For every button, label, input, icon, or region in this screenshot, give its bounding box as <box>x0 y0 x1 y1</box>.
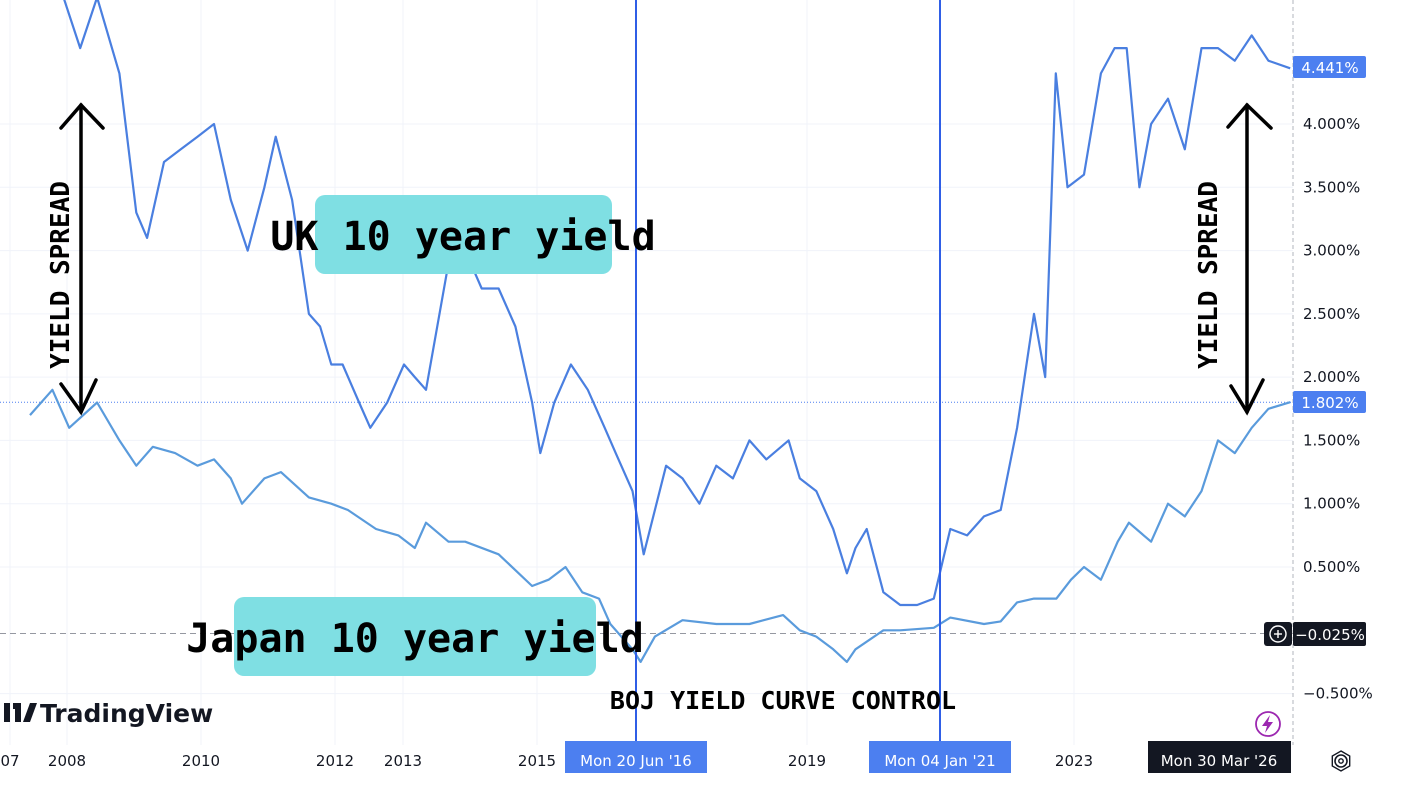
yield-spread-left-arrow <box>59 102 105 416</box>
reference-lines <box>0 401 1293 634</box>
yield-spread-right-label: YIELD SPREAD <box>1194 181 1224 369</box>
japan-yield-line <box>29 388 1291 664</box>
logo-text: TradingView <box>40 699 213 728</box>
crosshair-price-badge <box>1293 622 1366 646</box>
y-tick-label: 0.500% <box>1303 558 1360 576</box>
y-tick-label: −0.500% <box>1303 685 1373 703</box>
date-flag-1-label: Mon 20 Jun '16 <box>580 752 692 770</box>
date-flag-1 <box>565 741 707 773</box>
x-tick-label: 2012 <box>316 752 354 770</box>
crosshair-price-label: −0.025% <box>1295 626 1365 644</box>
uk-callout-text: UK 10 year yield <box>270 214 655 260</box>
japan-price-badge <box>1293 391 1366 413</box>
uk-price-label: 4.441% <box>1301 59 1358 77</box>
tradingview-logo: TradingView <box>4 699 213 728</box>
y-tick-label: 4.000% <box>1303 115 1360 133</box>
y-tick-label: 2.000% <box>1303 368 1360 386</box>
japan-callout-box <box>234 597 596 676</box>
japan-callout-text: Japan 10 year yield <box>186 616 644 662</box>
x-tick-label: 2019 <box>788 752 826 770</box>
y-axis-ticks: 4.000% 3.500% 3.000% 2.500% 2.000% 1.500% 1.00… <box>1303 115 1373 703</box>
uk-callout-box <box>315 195 612 274</box>
vertical-markers <box>635 0 941 745</box>
x-tick-label: 2023 <box>1055 752 1093 770</box>
current-date-flag <box>1148 741 1291 773</box>
x-tick-label: 2008 <box>48 752 86 770</box>
y-tick-label: 1.000% <box>1303 495 1360 513</box>
x-tick-label: 07 <box>0 752 19 770</box>
y-tick-label: 3.000% <box>1303 242 1360 260</box>
japan-price-label: 1.802% <box>1301 394 1358 412</box>
current-date-label: Mon 30 Mar '26 <box>1161 752 1278 770</box>
x-tick-label: 2013 <box>384 752 422 770</box>
gear-icon[interactable] <box>1331 750 1351 772</box>
uk-yield-line <box>63 0 1291 607</box>
x-tick-label: 2015 <box>518 752 556 770</box>
lightning-icon[interactable] <box>1255 711 1281 737</box>
y-tick-label: 1.500% <box>1303 431 1360 449</box>
date-flag-2-label: Mon 04 Jan '21 <box>884 752 995 770</box>
series-lines <box>29 0 1291 664</box>
yield-spread-left-label: YIELD SPREAD <box>46 181 76 369</box>
y-tick-label: 3.500% <box>1303 178 1360 196</box>
uk-price-badge <box>1293 56 1366 78</box>
y-tick-label: 2.500% <box>1303 305 1360 323</box>
plus-circle-icon[interactable] <box>1269 625 1287 643</box>
yield-spread-right-arrow <box>1226 102 1273 416</box>
x-tick-label: 2010 <box>182 752 220 770</box>
boj-label: BOJ YIELD CURVE CONTROL <box>610 686 956 715</box>
date-flag-2 <box>869 741 1011 773</box>
x-axis-ticks: 07 2008 2010 2012 2013 2015 2019 2023 <box>0 752 1093 770</box>
